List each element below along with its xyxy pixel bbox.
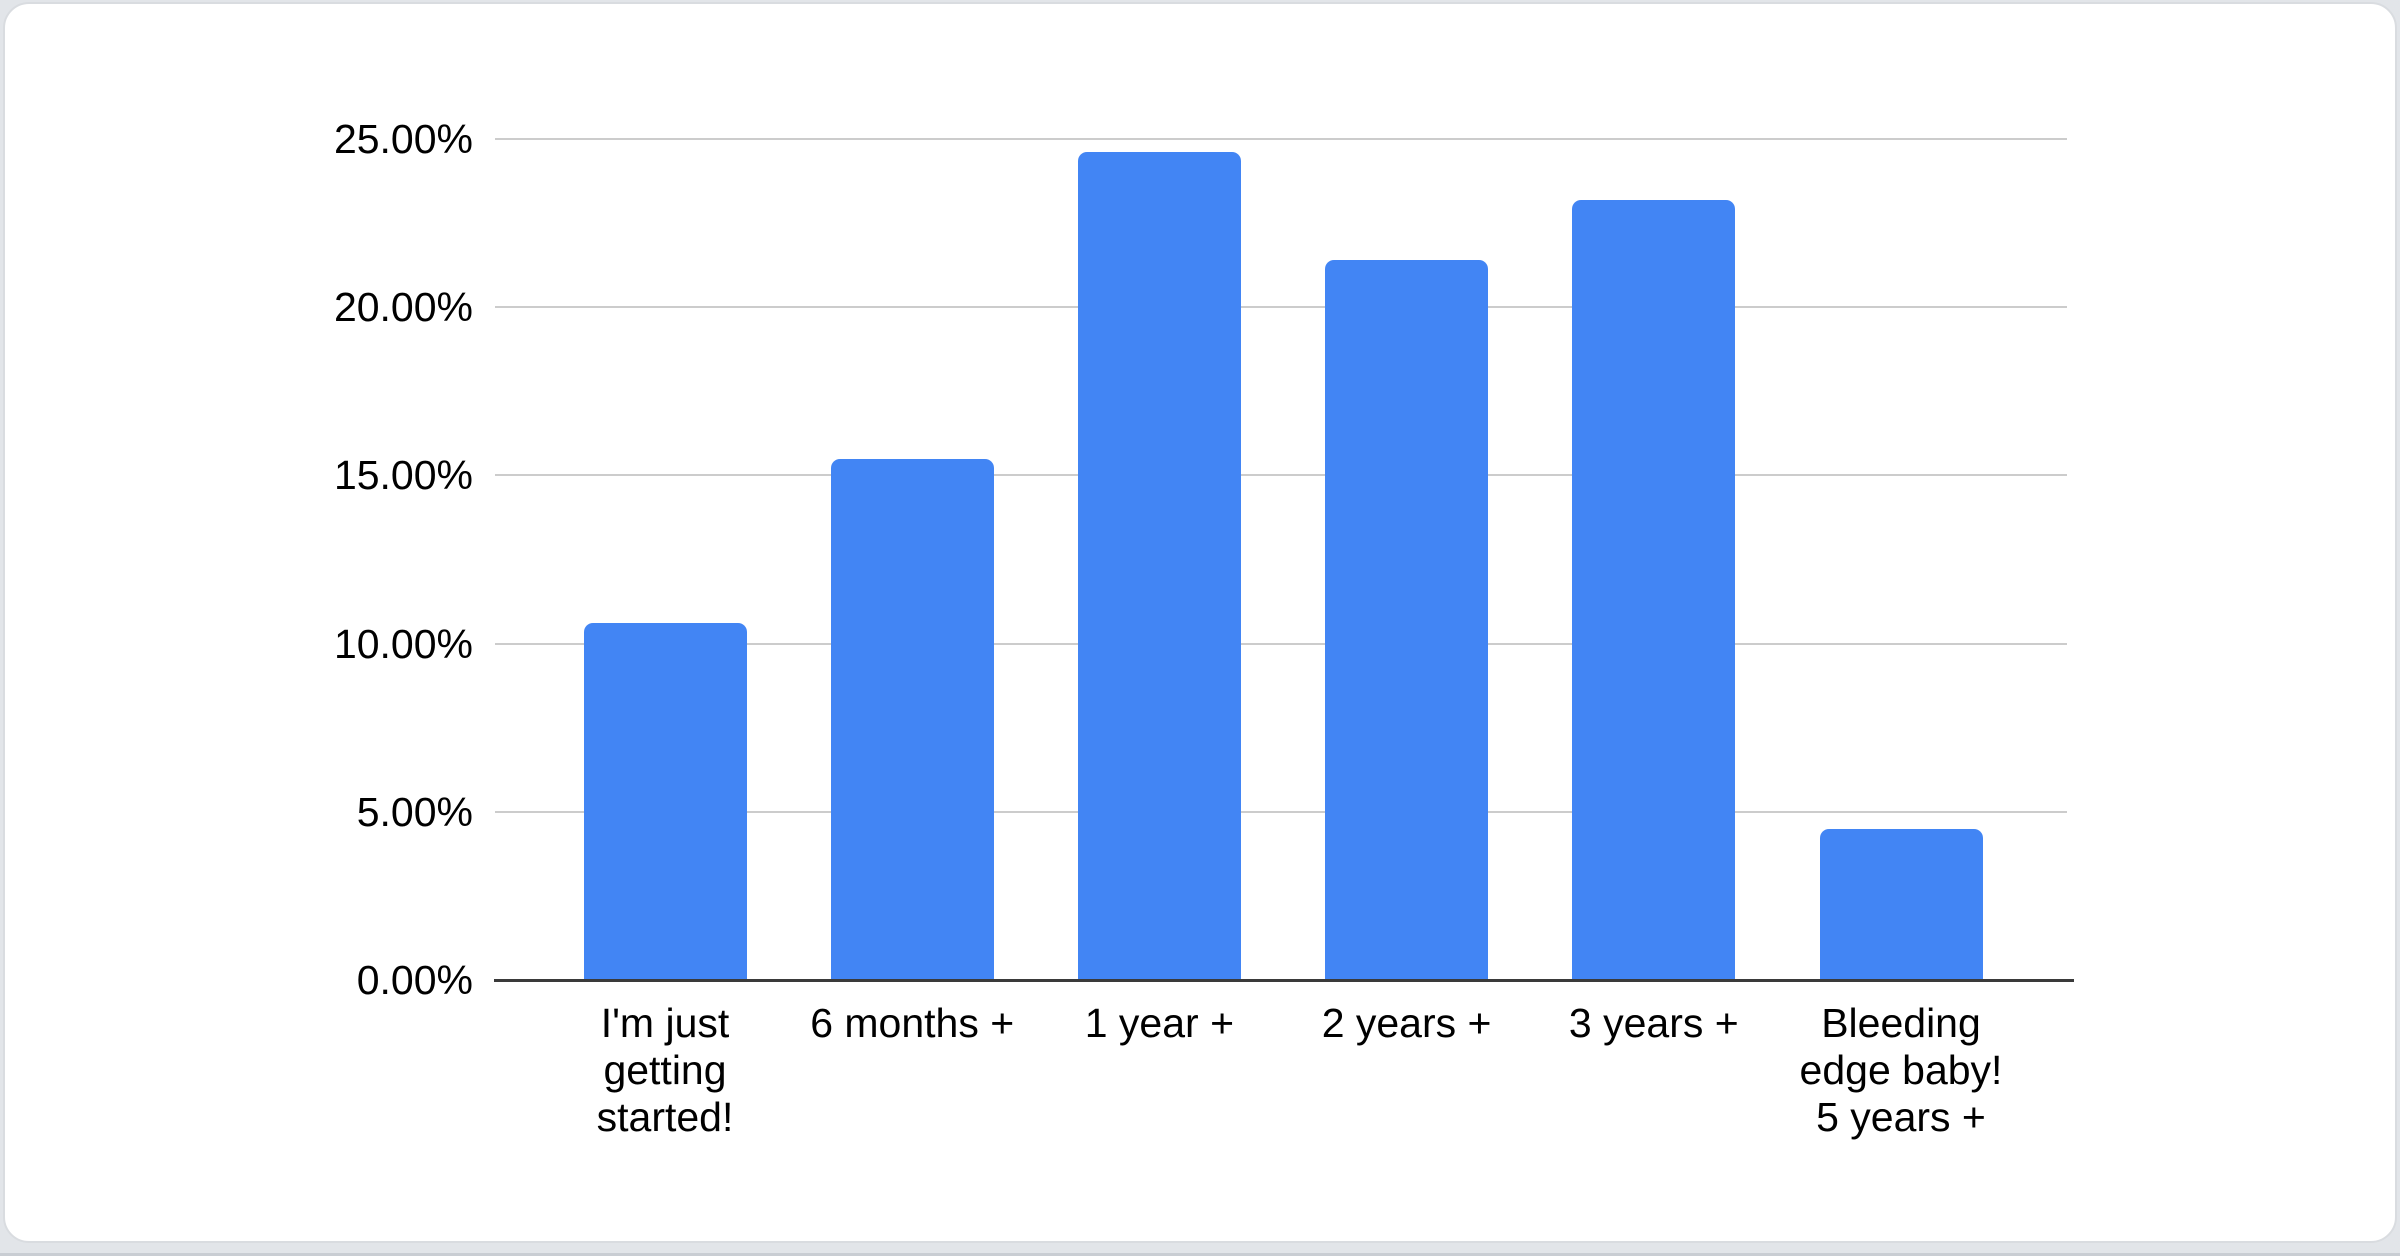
bar[interactable]	[583, 623, 747, 980]
bar[interactable]	[1819, 828, 1983, 980]
x-axis-category-label: 3 years +	[1568, 1000, 1739, 1046]
x-axis-category-label: Bleeding edge baby! 5 years +	[1799, 1000, 2003, 1140]
gridline	[495, 642, 2067, 645]
y-axis-tick-label: 20.00%	[333, 284, 473, 331]
gridline	[495, 474, 2067, 477]
gridline	[495, 306, 2067, 309]
x-axis-category-label: 1 year +	[1084, 1000, 1235, 1046]
bar[interactable]	[1325, 260, 1489, 980]
bar[interactable]	[1077, 152, 1241, 980]
y-axis-tick-label: 5.00%	[356, 788, 473, 835]
bar[interactable]	[1572, 199, 1736, 980]
x-axis-category-label: 2 years +	[1321, 1000, 1492, 1046]
gridline	[495, 810, 2067, 813]
x-axis-category-label: I'm just getting started!	[596, 1000, 734, 1140]
bar[interactable]	[830, 458, 994, 980]
y-axis-tick-label: 0.00%	[356, 957, 473, 1003]
x-axis-baseline	[494, 979, 2074, 982]
page-bottom-divider	[0, 1253, 2400, 1256]
y-axis-tick-label: 15.00%	[333, 452, 473, 499]
gridline	[495, 138, 2067, 140]
y-axis-tick-label: 10.00%	[333, 620, 473, 667]
y-axis-tick-label: 25.00%	[333, 116, 473, 162]
x-axis-category-label: 6 months +	[810, 1000, 1015, 1046]
